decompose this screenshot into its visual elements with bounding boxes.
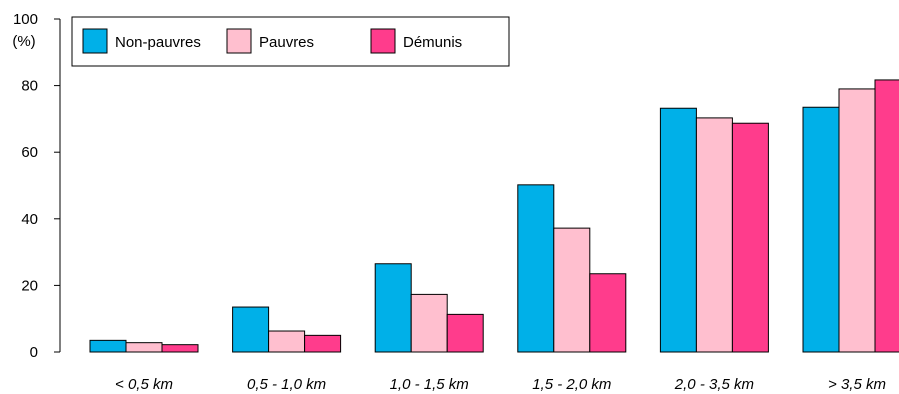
legend-label: Démunis: [403, 34, 462, 51]
legend: Non-pauvres Pauvres Démunis: [71, 16, 510, 67]
bar: [802, 106, 840, 353]
x-category-label: 1,5 - 2,0 km: [532, 376, 611, 393]
x-category-label: 2,0 - 3,5 km: [674, 376, 754, 393]
bar: [874, 79, 899, 353]
bar: [268, 330, 306, 353]
legend-swatch: [226, 28, 252, 54]
x-category-label: 0,5 - 1,0 km: [247, 376, 326, 393]
bar: [446, 313, 484, 353]
legend-swatch: [370, 28, 396, 54]
y-axis-unit-label: (%): [12, 33, 35, 50]
legend-swatch: [82, 28, 108, 54]
y-tick-label: 100: [13, 11, 38, 28]
y-tick-label: 60: [21, 144, 38, 161]
x-category-label: > 3,5 km: [828, 376, 886, 393]
bar: [304, 334, 342, 353]
legend-frame: [71, 16, 510, 67]
bar: [89, 339, 127, 353]
bar: [374, 263, 412, 353]
category-labels: < 0,5 km 0,5 - 1,0 km 1,0 - 1,5 km 1,5 - 2,…: [115, 376, 886, 393]
bar: [232, 306, 270, 353]
bar: [838, 88, 876, 353]
y-axis: 0 20 40 60 80 100: [13, 11, 61, 361]
bar: [589, 273, 627, 353]
bar: [731, 122, 769, 353]
x-category-label: < 0,5 km: [115, 376, 173, 393]
bar: [161, 344, 199, 353]
y-tick-label: 0: [30, 344, 38, 361]
bars: [89, 79, 899, 353]
y-tick-label: 20: [21, 277, 38, 294]
bar: [125, 342, 163, 353]
bar: [695, 117, 733, 353]
legend-label: Pauvres: [259, 34, 314, 51]
y-tick-label: 40: [21, 211, 38, 228]
bar: [659, 107, 697, 353]
bar: [553, 227, 591, 353]
x-category-label: 1,0 - 1,5 km: [390, 376, 469, 393]
legend-label: Non-pauvres: [115, 34, 201, 51]
bar: [517, 184, 555, 353]
y-tick-label: 80: [21, 78, 38, 95]
bar: [410, 293, 448, 353]
